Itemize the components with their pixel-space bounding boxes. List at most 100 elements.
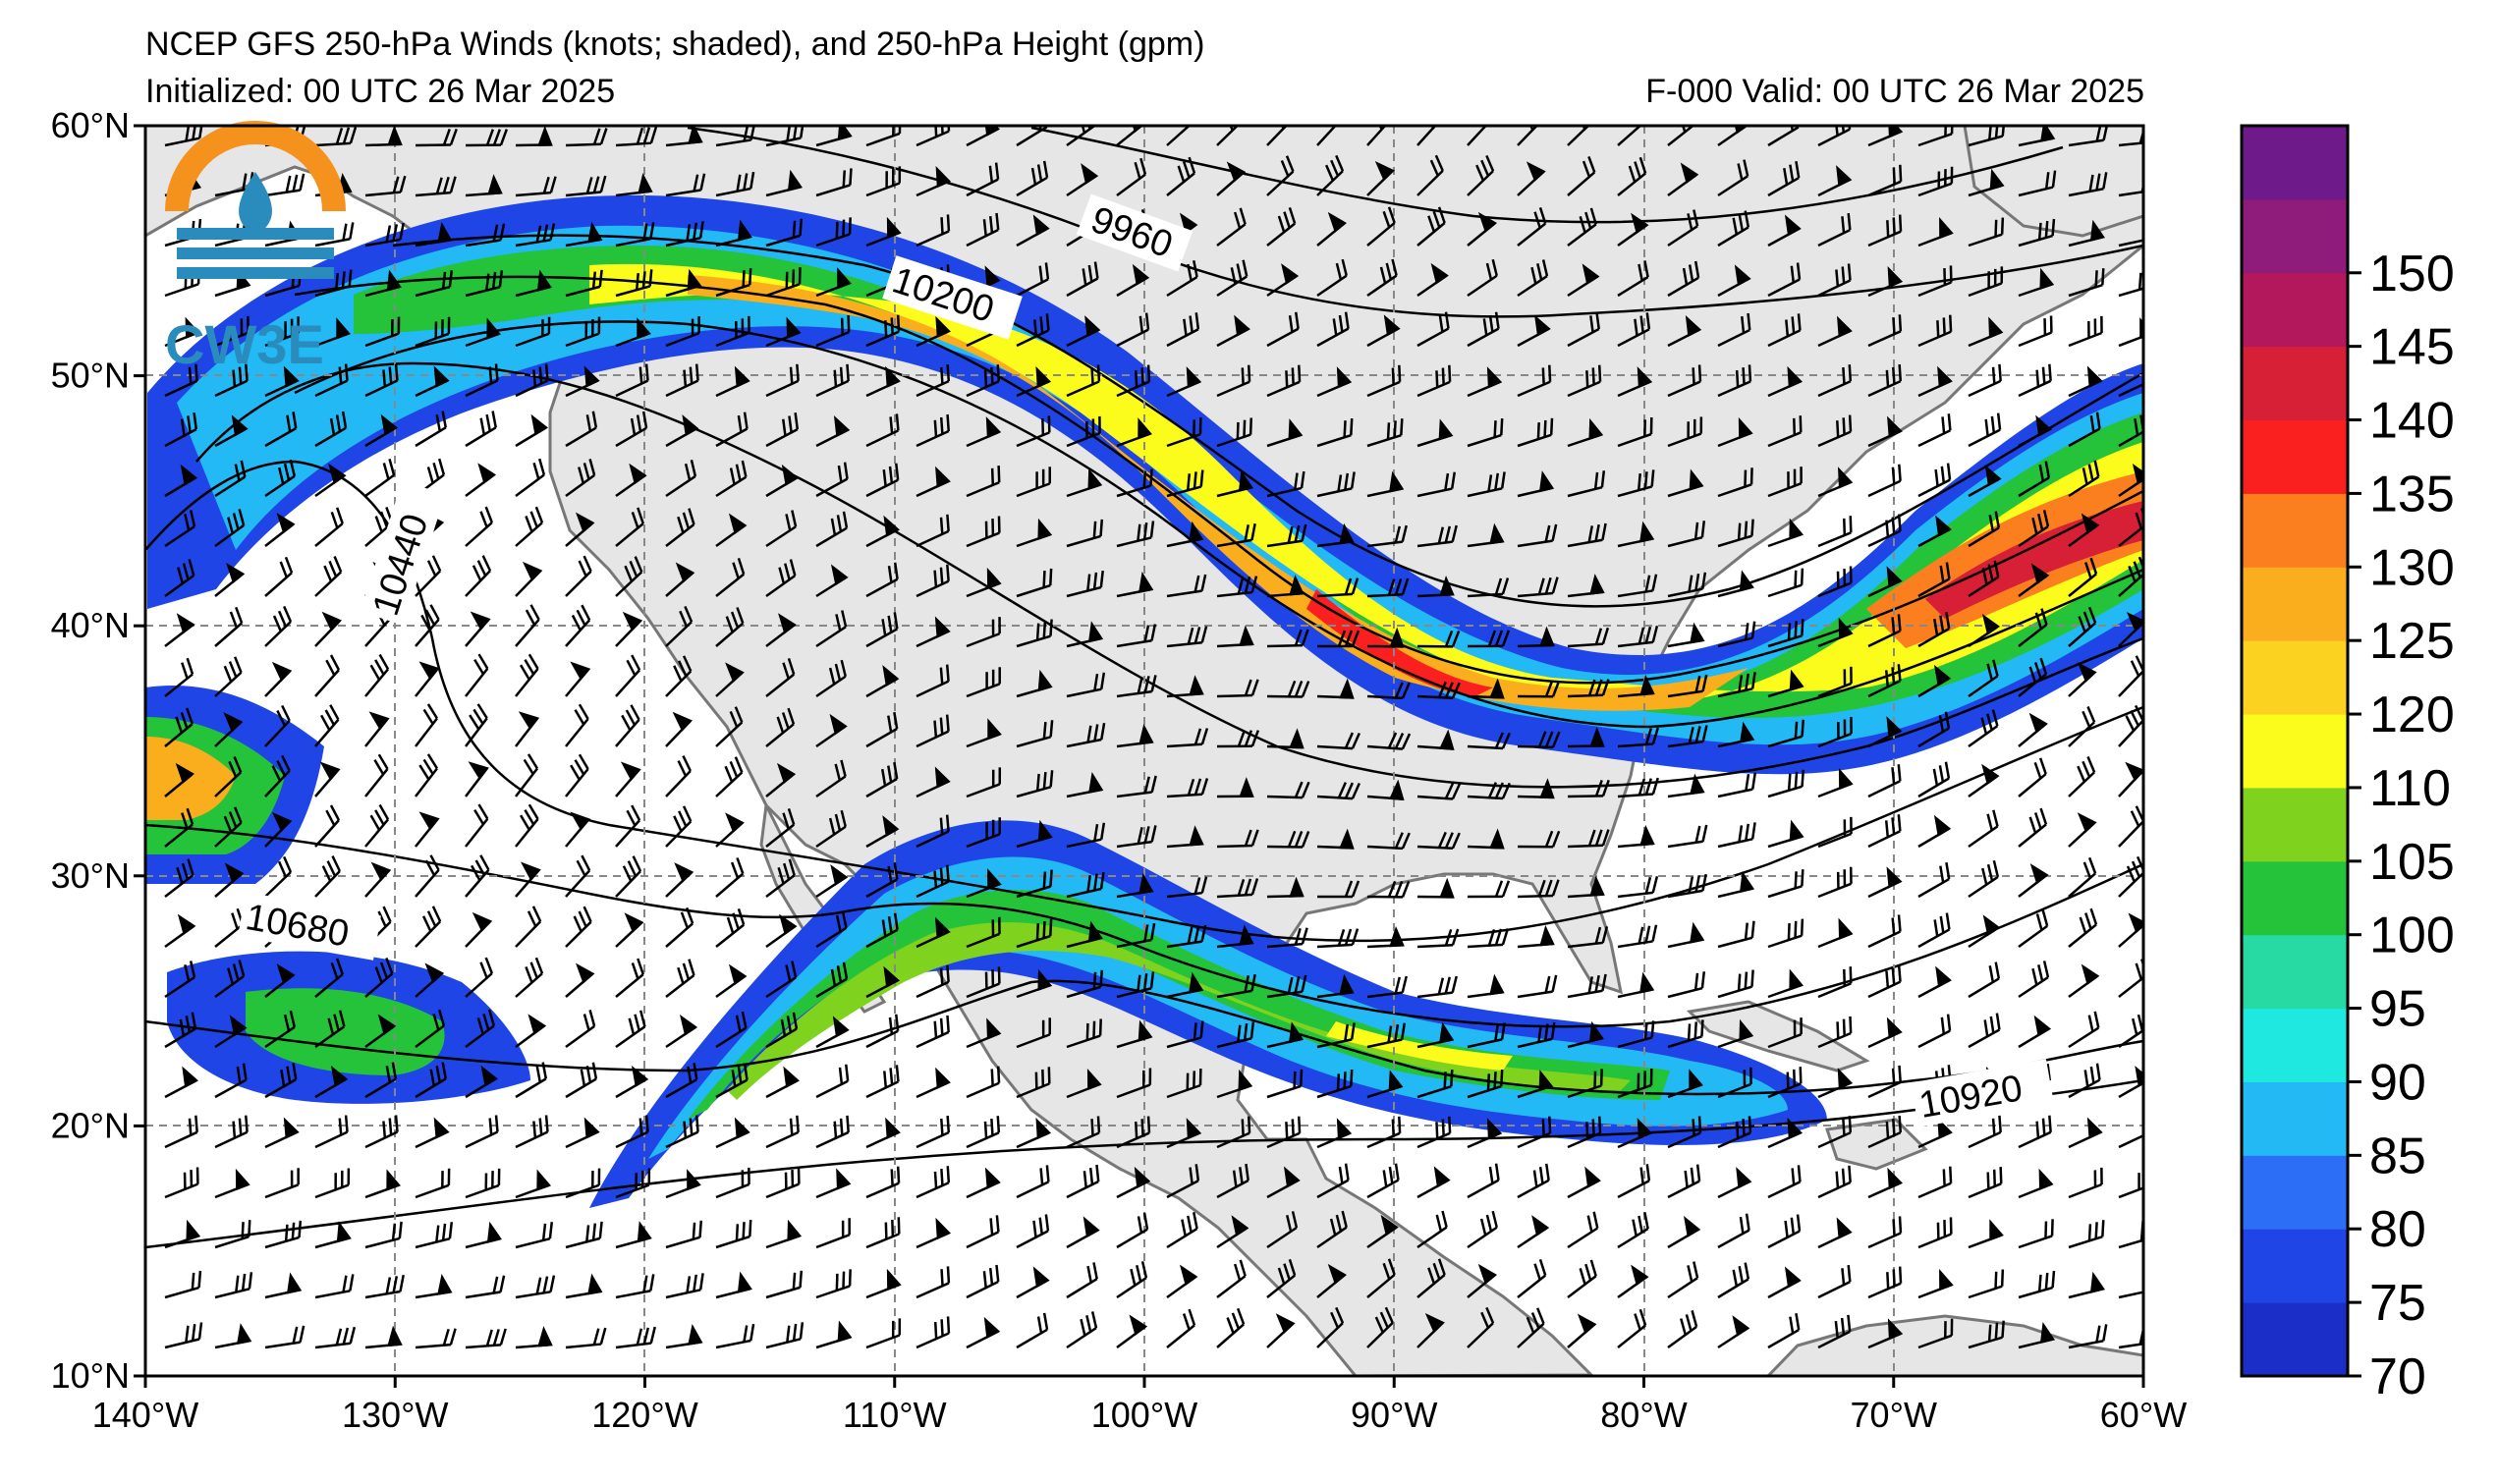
wind-barb — [1717, 1213, 1750, 1249]
wind-barb — [1717, 467, 1753, 498]
wind-barb — [1166, 574, 1207, 598]
wind-barb — [314, 704, 340, 747]
wind-barb — [1016, 126, 1048, 147]
wind-barb — [465, 703, 488, 747]
wind-barb — [314, 611, 343, 647]
wind-barb — [565, 811, 591, 848]
wind-barb — [314, 761, 341, 797]
wind-barb — [1968, 316, 2004, 348]
wind-barb — [1667, 674, 1708, 698]
wind-barb — [1717, 1018, 1754, 1049]
wind-barb — [2068, 1220, 2105, 1249]
wind-barb — [966, 966, 1001, 999]
wind-barb — [515, 1326, 553, 1349]
wind-barb — [1867, 514, 1902, 548]
wind-barb — [364, 711, 390, 747]
wind-barb — [1968, 266, 2004, 298]
colorbar: 70 75 80 85 90 95 100 105 110 120 125 130 135 140 145 1… — [2240, 124, 2455, 1405]
wind-barb — [1867, 1167, 1904, 1199]
colorbar-segment — [2242, 419, 2348, 494]
wind-barb — [1166, 417, 1202, 448]
wind-barb — [1366, 258, 1398, 298]
wind-barb — [1316, 678, 1355, 699]
wind-barb — [1116, 263, 1150, 298]
wind-barb — [765, 218, 804, 247]
wind-barb — [164, 464, 198, 498]
wind-barb — [1116, 723, 1154, 748]
colorbar-segment — [2242, 787, 2348, 862]
wind-barb — [715, 267, 752, 298]
wind-barb — [615, 1065, 649, 1099]
wind-barb — [966, 212, 1000, 247]
wind-barb — [1867, 1017, 1903, 1049]
wind-barb — [815, 759, 847, 798]
wind-barb — [1968, 511, 2001, 548]
wind-barb — [1066, 1018, 1102, 1049]
wind-barb — [164, 657, 194, 697]
wind-barb — [565, 703, 589, 747]
wind-barb — [1867, 164, 1903, 197]
wind-barb — [1567, 574, 1605, 598]
wind-barb — [1767, 126, 1801, 147]
wind-barb — [815, 1115, 850, 1149]
wind-barb — [2118, 1118, 2143, 1149]
colorbar-segment — [2242, 493, 2348, 568]
wind-barb — [865, 862, 899, 899]
wind-barb — [1717, 364, 1752, 398]
contour-10080 — [392, 234, 2143, 608]
wind-barb — [1517, 523, 1558, 548]
wind-barb — [1016, 518, 1053, 548]
wind-barb — [1717, 210, 1750, 247]
wind-barb — [1867, 814, 1902, 849]
wind-barb — [865, 1014, 900, 1049]
wind-barb — [1717, 672, 1756, 698]
wind-barb — [415, 906, 442, 948]
wind-barb — [314, 556, 343, 597]
wind-barb — [164, 316, 200, 348]
wind-barb — [465, 223, 506, 247]
wind-barb — [2068, 460, 2100, 498]
wind-barb — [314, 1065, 349, 1099]
wind-barb — [1166, 876, 1208, 899]
wind-barb — [1917, 166, 1954, 197]
wind-barb — [1767, 819, 1804, 849]
wind-barb — [1366, 1306, 1394, 1348]
wind-barb — [264, 811, 293, 848]
wind-barb — [515, 506, 544, 547]
wind-barb — [1467, 973, 1505, 999]
wind-barb — [1216, 679, 1259, 698]
contour-10200 — [294, 275, 2143, 685]
wind-barb — [1266, 206, 1297, 247]
wind-barb — [1617, 312, 1651, 348]
wind-barb — [1517, 417, 1554, 448]
wind-barb — [1166, 366, 1202, 398]
wind-barb — [1817, 617, 1854, 648]
wind-barb — [1366, 832, 1411, 851]
wind-barb — [1216, 1307, 1246, 1348]
wind-barb — [765, 559, 797, 598]
wind-barb — [1667, 725, 1708, 748]
wind-barb — [1366, 161, 1395, 196]
wind-barb — [2018, 657, 2048, 697]
wind-barb — [1016, 669, 1053, 698]
wind-barb — [1016, 1165, 1050, 1199]
wind-barb — [1366, 418, 1404, 448]
wind-barb — [765, 613, 797, 647]
wind-barb — [1116, 364, 1151, 398]
wind-barb — [1316, 1022, 1356, 1049]
wind-barb — [415, 661, 440, 697]
wind-barb — [1066, 672, 1106, 698]
wind-barb — [1266, 830, 1310, 849]
wind-barb — [314, 654, 341, 697]
wind-barb — [1467, 366, 1503, 398]
wind-barb — [1166, 1069, 1202, 1099]
wind-barb — [1116, 571, 1154, 598]
wind-barb — [966, 1167, 1001, 1199]
wind-barb — [916, 364, 951, 398]
wind-barb — [164, 762, 194, 797]
wind-barb — [1867, 266, 1904, 298]
wind-barb — [1166, 971, 1204, 999]
wind-barb — [1917, 1117, 1953, 1149]
wind-barb — [865, 166, 902, 197]
lon-tick-label: 100°W — [1091, 1395, 1197, 1435]
